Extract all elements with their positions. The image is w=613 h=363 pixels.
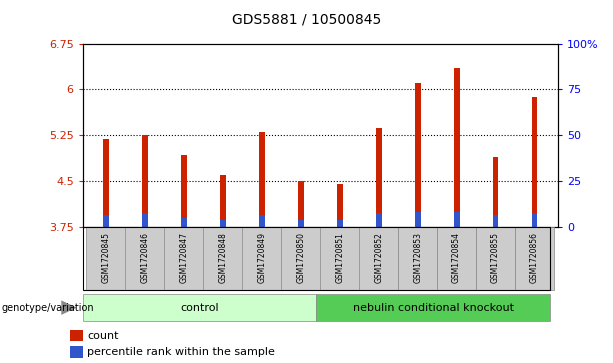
Bar	[415, 212, 421, 227]
Bar	[259, 132, 265, 227]
Text: GSM1720851: GSM1720851	[335, 232, 345, 283]
Bar	[531, 213, 538, 227]
Text: GSM1720854: GSM1720854	[452, 232, 461, 283]
Bar	[376, 129, 382, 227]
Text: GSM1720846: GSM1720846	[140, 232, 150, 283]
Bar	[493, 156, 498, 227]
Text: count: count	[88, 331, 119, 341]
Bar	[281, 227, 321, 290]
Bar	[103, 139, 109, 227]
Text: percentile rank within the sample: percentile rank within the sample	[88, 347, 275, 357]
Bar	[454, 68, 460, 227]
Bar	[220, 175, 226, 227]
Text: GSM1720855: GSM1720855	[491, 232, 500, 283]
Bar	[220, 220, 226, 227]
Text: nebulin conditional knockout: nebulin conditional knockout	[352, 303, 514, 313]
Bar	[242, 227, 282, 290]
Bar	[70, 330, 83, 341]
Bar	[398, 227, 438, 290]
Bar	[181, 155, 187, 227]
Bar	[476, 227, 516, 290]
Bar	[70, 346, 83, 358]
Bar	[316, 294, 550, 321]
Bar	[337, 184, 343, 227]
Bar	[125, 227, 165, 290]
Bar	[298, 181, 304, 227]
Text: GDS5881 / 10500845: GDS5881 / 10500845	[232, 13, 381, 27]
Bar	[493, 215, 498, 227]
Bar	[515, 227, 554, 290]
Bar	[359, 227, 398, 290]
Text: GSM1720850: GSM1720850	[296, 232, 305, 283]
Text: GSM1720847: GSM1720847	[180, 232, 189, 283]
Text: GSM1720848: GSM1720848	[218, 232, 227, 283]
Text: GSM1720852: GSM1720852	[374, 232, 383, 283]
Text: GSM1720845: GSM1720845	[102, 232, 110, 283]
Bar	[83, 294, 316, 321]
Bar	[298, 220, 304, 227]
Text: genotype/variation: genotype/variation	[1, 303, 94, 313]
Text: control: control	[180, 303, 219, 313]
Bar	[164, 227, 204, 290]
Bar	[103, 215, 109, 227]
Bar	[337, 220, 343, 227]
Text: GSM1720856: GSM1720856	[530, 232, 539, 283]
Text: GSM1720849: GSM1720849	[257, 232, 267, 283]
Bar	[437, 227, 476, 290]
Bar	[259, 215, 265, 227]
Bar	[142, 135, 148, 227]
Bar	[320, 227, 360, 290]
Bar	[454, 212, 460, 227]
Bar	[203, 227, 243, 290]
Polygon shape	[61, 301, 77, 315]
Bar	[376, 213, 382, 227]
Bar	[181, 218, 187, 227]
Text: GSM1720853: GSM1720853	[413, 232, 422, 283]
Bar	[86, 227, 126, 290]
Bar	[531, 97, 538, 227]
Bar	[142, 213, 148, 227]
Bar	[415, 83, 421, 227]
